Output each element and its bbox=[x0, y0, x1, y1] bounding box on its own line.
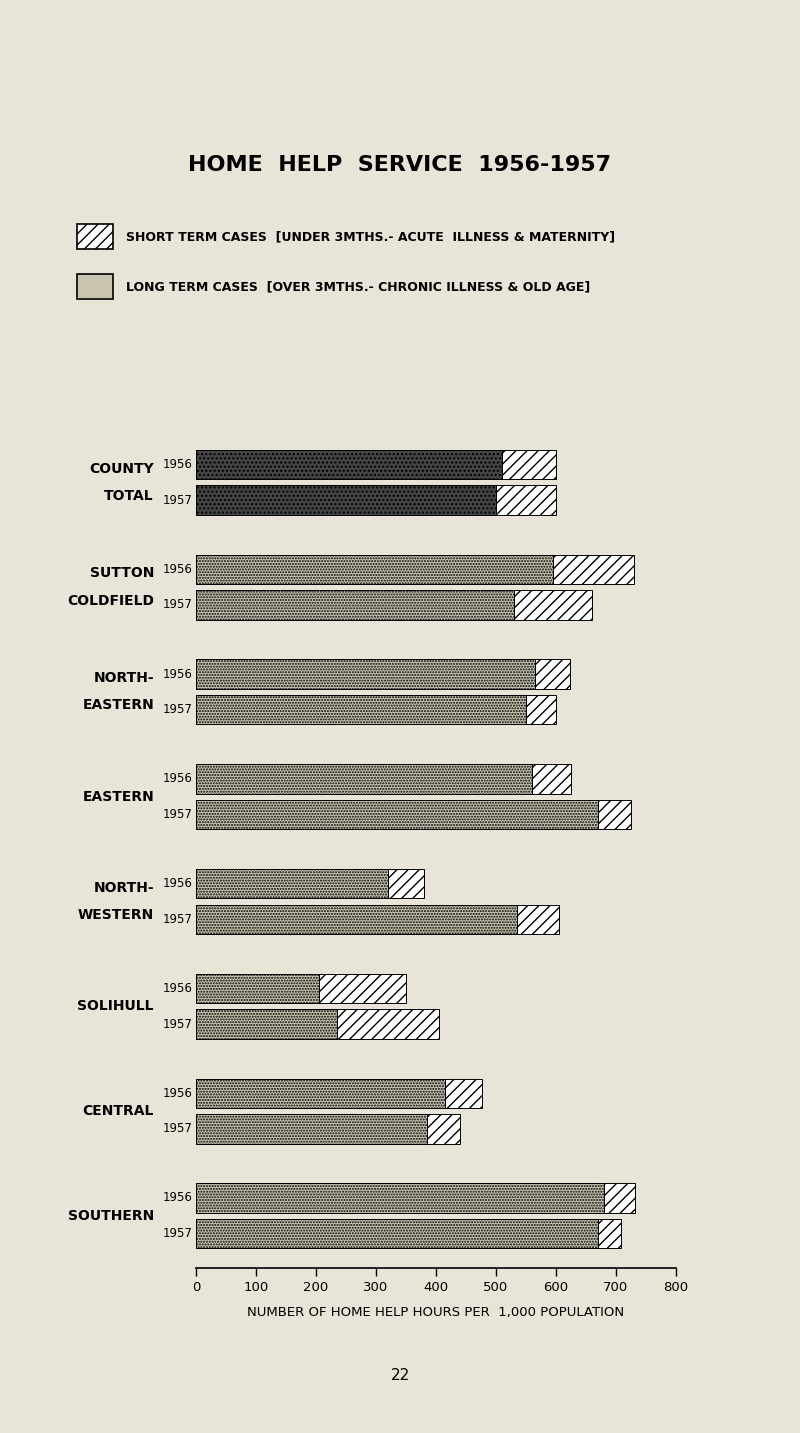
Bar bbox=[604, 1184, 635, 1212]
Bar bbox=[196, 659, 535, 689]
Text: 1956: 1956 bbox=[162, 563, 193, 576]
X-axis label: NUMBER OF HOME HELP HOURS PER  1,000 POPULATION: NUMBER OF HOME HELP HOURS PER 1,000 POPU… bbox=[247, 1305, 625, 1318]
Bar bbox=[337, 1009, 439, 1039]
Bar bbox=[196, 800, 598, 830]
Text: 1957: 1957 bbox=[162, 913, 193, 926]
Text: 1957: 1957 bbox=[162, 493, 193, 507]
Bar bbox=[535, 659, 570, 689]
Bar bbox=[196, 1219, 598, 1248]
Bar bbox=[196, 974, 319, 1003]
Bar bbox=[496, 486, 556, 514]
Text: HOME  HELP  SERVICE  1956-1957: HOME HELP SERVICE 1956-1957 bbox=[189, 155, 611, 175]
Bar bbox=[196, 1009, 337, 1039]
Bar bbox=[196, 450, 502, 479]
Bar bbox=[445, 1079, 482, 1108]
Bar bbox=[598, 800, 631, 830]
Bar bbox=[196, 1079, 445, 1108]
Bar bbox=[196, 1184, 604, 1212]
Text: SOUTHERN: SOUTHERN bbox=[68, 1209, 154, 1222]
Text: 1956: 1956 bbox=[162, 459, 193, 471]
Bar bbox=[196, 1219, 598, 1248]
Text: 1956: 1956 bbox=[162, 877, 193, 890]
Text: 1956: 1956 bbox=[162, 982, 193, 995]
Bar bbox=[319, 974, 406, 1003]
Bar bbox=[196, 764, 532, 794]
Bar bbox=[514, 590, 592, 619]
Bar bbox=[196, 590, 514, 619]
Text: 1957: 1957 bbox=[162, 1017, 193, 1030]
Text: EASTERN: EASTERN bbox=[82, 698, 154, 712]
Bar bbox=[532, 764, 571, 794]
Text: 1957: 1957 bbox=[162, 704, 193, 716]
Bar bbox=[196, 1184, 604, 1212]
Text: 1957: 1957 bbox=[162, 1122, 193, 1135]
Bar bbox=[526, 695, 556, 724]
Bar bbox=[196, 486, 496, 514]
Bar bbox=[196, 904, 517, 934]
Text: 22: 22 bbox=[390, 1369, 410, 1383]
Bar bbox=[553, 555, 634, 583]
Text: COLDFIELD: COLDFIELD bbox=[67, 593, 154, 608]
Text: CENTRAL: CENTRAL bbox=[82, 1103, 154, 1118]
Text: LONG TERM CASES  [OVER 3MTHS.- CHRONIC ILLNESS & OLD AGE]: LONG TERM CASES [OVER 3MTHS.- CHRONIC IL… bbox=[126, 279, 590, 294]
Bar bbox=[196, 695, 526, 724]
Bar bbox=[196, 1009, 337, 1039]
Bar bbox=[598, 1219, 621, 1248]
Bar bbox=[196, 695, 526, 724]
Bar bbox=[196, 659, 535, 689]
Text: SHORT TERM CASES  [UNDER 3MTHS.- ACUTE  ILLNESS & MATERNITY]: SHORT TERM CASES [UNDER 3MTHS.- ACUTE IL… bbox=[126, 229, 615, 244]
Bar bbox=[196, 974, 319, 1003]
Text: 1957: 1957 bbox=[162, 1227, 193, 1240]
Bar bbox=[196, 555, 553, 583]
Bar bbox=[196, 450, 502, 479]
Text: NORTH-: NORTH- bbox=[94, 881, 154, 894]
Bar bbox=[196, 486, 496, 514]
Bar bbox=[196, 800, 598, 830]
Bar bbox=[427, 1115, 460, 1144]
Bar bbox=[196, 868, 388, 898]
Bar bbox=[196, 1115, 427, 1144]
Text: EASTERN: EASTERN bbox=[82, 790, 154, 804]
Text: 1957: 1957 bbox=[162, 599, 193, 612]
Text: 1956: 1956 bbox=[162, 1191, 193, 1205]
Bar bbox=[196, 1079, 445, 1108]
Text: 1956: 1956 bbox=[162, 772, 193, 785]
Bar bbox=[196, 764, 532, 794]
Bar bbox=[196, 868, 388, 898]
Text: NORTH-: NORTH- bbox=[94, 671, 154, 685]
Bar bbox=[388, 868, 424, 898]
Text: 1957: 1957 bbox=[162, 808, 193, 821]
Bar bbox=[196, 590, 514, 619]
Bar bbox=[502, 450, 556, 479]
Bar bbox=[196, 555, 553, 583]
Text: 1956: 1956 bbox=[162, 668, 193, 681]
Text: SUTTON: SUTTON bbox=[90, 566, 154, 580]
Text: COUNTY: COUNTY bbox=[90, 461, 154, 476]
Bar bbox=[196, 904, 517, 934]
Bar bbox=[196, 1115, 427, 1144]
Text: TOTAL: TOTAL bbox=[104, 489, 154, 503]
Text: WESTERN: WESTERN bbox=[78, 909, 154, 921]
Text: SOLIHULL: SOLIHULL bbox=[78, 999, 154, 1013]
Bar bbox=[517, 904, 559, 934]
Text: 1956: 1956 bbox=[162, 1086, 193, 1099]
